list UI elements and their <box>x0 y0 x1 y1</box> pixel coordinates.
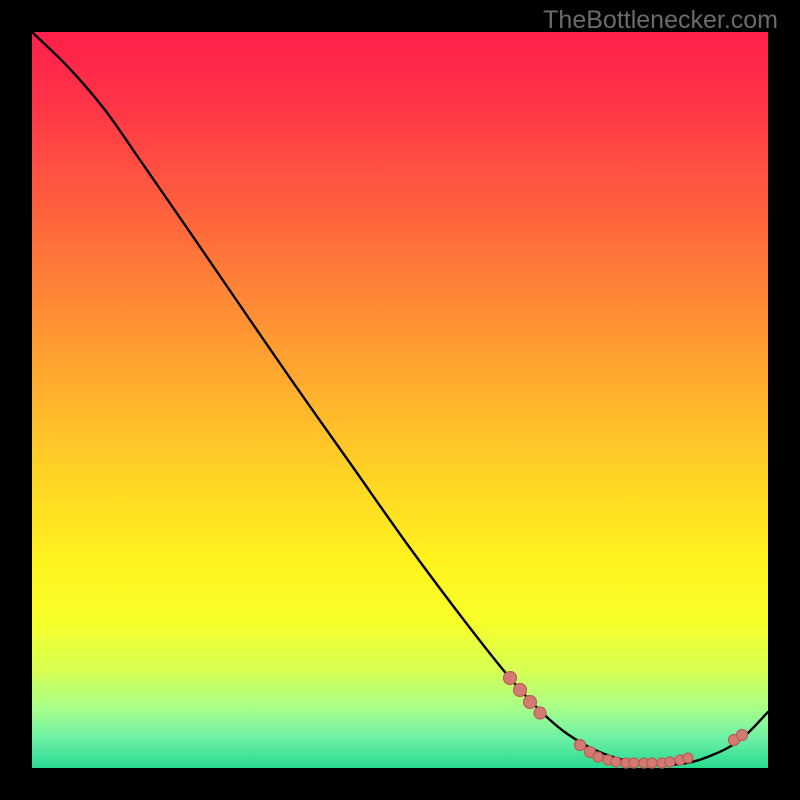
curve-marker <box>611 757 621 767</box>
curve-marker <box>683 753 693 763</box>
curve-marker <box>647 758 657 768</box>
curve-marker <box>737 730 748 741</box>
bottleneck-chart <box>0 0 800 800</box>
watermark-text: TheBottlenecker.com <box>543 6 778 35</box>
plot-area-gradient <box>32 32 768 768</box>
curve-marker <box>534 707 546 719</box>
curve-marker <box>575 740 586 751</box>
curve-marker <box>629 758 639 768</box>
curve-marker <box>593 752 603 762</box>
curve-marker <box>524 696 537 709</box>
curve-marker <box>665 757 675 767</box>
curve-marker <box>504 672 517 685</box>
curve-marker <box>514 684 527 697</box>
